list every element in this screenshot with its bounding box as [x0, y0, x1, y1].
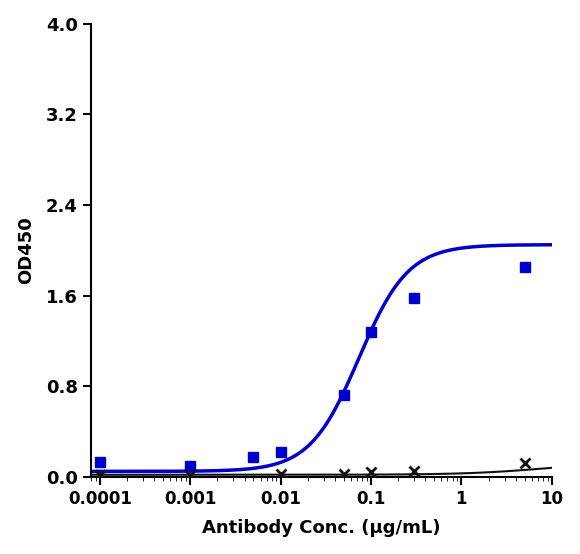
- Y-axis label: OD450: OD450: [17, 217, 35, 284]
- X-axis label: Antibody Conc. (μg/mL): Antibody Conc. (μg/mL): [202, 519, 441, 537]
